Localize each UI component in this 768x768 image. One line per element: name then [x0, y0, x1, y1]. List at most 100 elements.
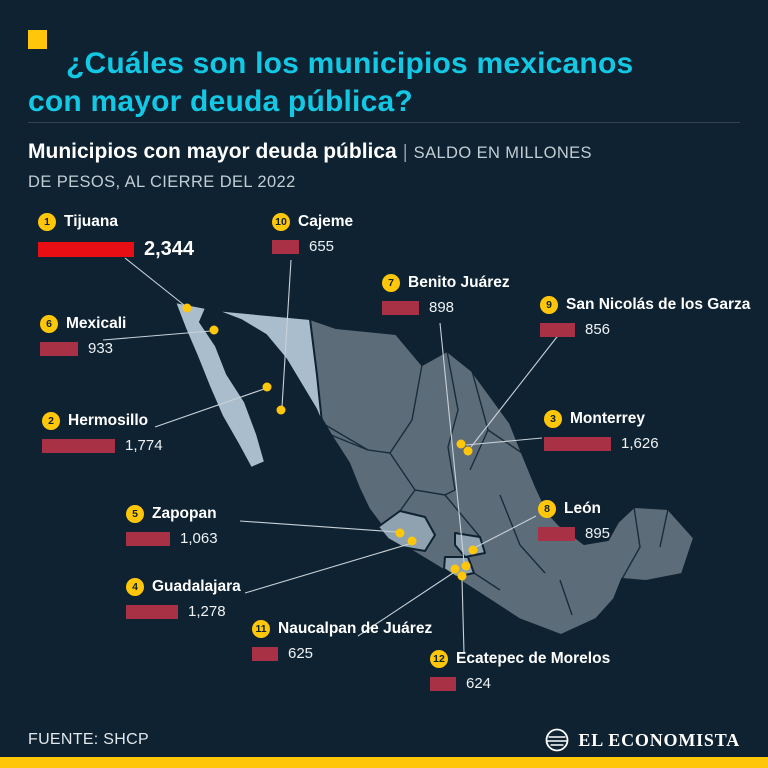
debt-value: 2,344: [144, 238, 195, 260]
callout-mexicali: 6 Mexicali 933: [40, 315, 126, 357]
map-dot-san-nicolas: [463, 446, 473, 456]
map-dot-leon: [468, 545, 478, 555]
rank-badge: 8: [538, 500, 556, 518]
municipality-name: Naucalpan de Juárez: [278, 620, 433, 637]
rank-badge: 9: [540, 296, 558, 314]
debt-bar: [126, 604, 178, 619]
municipality-name: Tijuana: [64, 213, 118, 230]
rank-badge: 3: [544, 410, 562, 428]
rank-badge: 6: [40, 315, 58, 333]
debt-bar: [540, 322, 575, 337]
leader-line-ecatepec: [461, 578, 465, 654]
debt-bar: [252, 646, 278, 661]
leader-line-tijuana: [124, 257, 185, 306]
debt-value: 1,774: [125, 437, 163, 454]
municipality-name: Zapopan: [152, 505, 217, 522]
rank-badge: 1: [38, 213, 56, 231]
callout-zapopan: 5 Zapopan 1,063: [126, 505, 218, 547]
rank-badge: 4: [126, 578, 144, 596]
el-economista-logo-icon: [545, 728, 569, 752]
debt-value: 895: [585, 525, 611, 542]
map-dot-hermosillo: [262, 382, 272, 392]
callout-guadalajara: 4 Guadalajara 1,278: [126, 578, 241, 620]
chart-subtitle-units-line2: DE PESOS, AL CIERRE DEL 2022: [28, 172, 296, 191]
debt-value: 933: [88, 340, 114, 357]
debt-bar: [126, 531, 170, 546]
chart-subtitle: Municipios con mayor deuda pública | SALDO…: [28, 136, 592, 194]
debt-value: 1,278: [188, 603, 226, 620]
debt-value: 898: [429, 299, 455, 316]
leader-line-benito-juarez: [439, 322, 465, 563]
municipality-name: León: [564, 500, 602, 517]
chart-subtitle-units-line1: SALDO EN MILLONES: [413, 144, 592, 162]
map-dot-guadalajara: [407, 536, 417, 546]
debt-bar: [382, 300, 419, 315]
municipality-name: Hermosillo: [68, 412, 149, 429]
leader-line-mexicali: [102, 330, 212, 341]
municipality-name: Mexicali: [66, 315, 127, 332]
map-baja-california-highlight: [174, 301, 266, 469]
leader-line-san-nicolas: [470, 332, 561, 448]
municipality-name: Monterrey: [570, 410, 645, 427]
page-title-line2: con mayor deuda pública?: [28, 85, 413, 119]
map-dot-cajeme: [276, 405, 286, 415]
leader-line-guadalajara: [244, 543, 410, 594]
debt-value: 1,626: [621, 435, 659, 452]
chart-subtitle-bold: Municipios con mayor deuda pública: [28, 140, 397, 163]
municipality-name: Benito Juárez: [408, 274, 510, 291]
callout-cajeme: 10 Cajeme 655: [272, 213, 353, 255]
source-credit: FUENTE: SHCP: [28, 731, 149, 748]
debt-value: 856: [585, 321, 611, 338]
leader-line-hermosillo: [154, 388, 265, 428]
map-jalisco-highlight: [377, 510, 436, 552]
municipality-dots: [182, 303, 478, 581]
callout-benito-juarez: 7 Benito Juárez 898: [382, 274, 510, 316]
map-dot-mexicali: [209, 325, 219, 335]
map-sonora-highlight: [214, 309, 323, 424]
debt-bar: [40, 341, 78, 356]
bottom-accent-strip: [0, 757, 768, 768]
chart-subtitle-separator: |: [402, 142, 408, 163]
callout-tijuana: 1 Tijuana 2,344: [38, 213, 194, 261]
callout-monterrey: 3 Monterrey 1,626: [544, 410, 659, 452]
municipality-name: San Nicolás de los Garza: [566, 296, 751, 313]
page-title-line1: ¿Cuáles son los municipios mexicanos: [66, 47, 634, 81]
header-divider: [28, 122, 740, 123]
debt-bar: [42, 438, 115, 453]
map-dot-tijuana: [182, 303, 192, 313]
debt-bar: [430, 676, 456, 691]
leader-line-monterrey: [465, 437, 543, 446]
map-dot-zapopan: [395, 528, 405, 538]
callout-hermosillo: 2 Hermosillo 1,774: [42, 412, 163, 454]
callout-leon: 8 León 895: [538, 500, 610, 542]
debt-value: 624: [466, 675, 492, 692]
rank-badge: 11: [252, 620, 270, 638]
map-dot-ecatepec: [457, 571, 467, 581]
leader-line-cajeme: [281, 259, 292, 408]
debt-value: 655: [309, 238, 335, 255]
leader-lines: [102, 257, 561, 654]
callout-san-nicolas: 9 San Nicolás de los Garza 856: [540, 296, 750, 338]
rank-badge: 12: [430, 650, 448, 668]
leader-line-leon: [475, 515, 537, 548]
debt-bar: [538, 526, 575, 541]
debt-value: 625: [288, 645, 314, 662]
leader-line-naucalpan: [357, 570, 457, 637]
debt-bar: [544, 436, 611, 451]
rank-badge: 2: [42, 412, 60, 430]
mexico-map: [102, 257, 695, 654]
debt-value: 1,063: [180, 530, 218, 547]
leader-line-zapopan: [239, 520, 398, 533]
map-dot-monterrey: [456, 439, 466, 449]
municipality-name: Cajeme: [298, 213, 354, 230]
map-dot-benito-juarez: [461, 561, 471, 571]
rank-badge: 10: [272, 213, 290, 231]
callout-naucalpan: 11 Naucalpan de Juárez 625: [252, 620, 432, 662]
callout-ecatepec: 12 Ecatepec de Morelos 624: [430, 650, 610, 692]
debt-bar: [272, 239, 299, 254]
brand-name: EL ECONOMISTA: [578, 729, 740, 750]
rank-badge: 5: [126, 505, 144, 523]
municipality-name: Ecatepec de Morelos: [456, 650, 611, 667]
accent-square: [28, 30, 47, 49]
map-dot-naucalpan: [450, 564, 460, 574]
